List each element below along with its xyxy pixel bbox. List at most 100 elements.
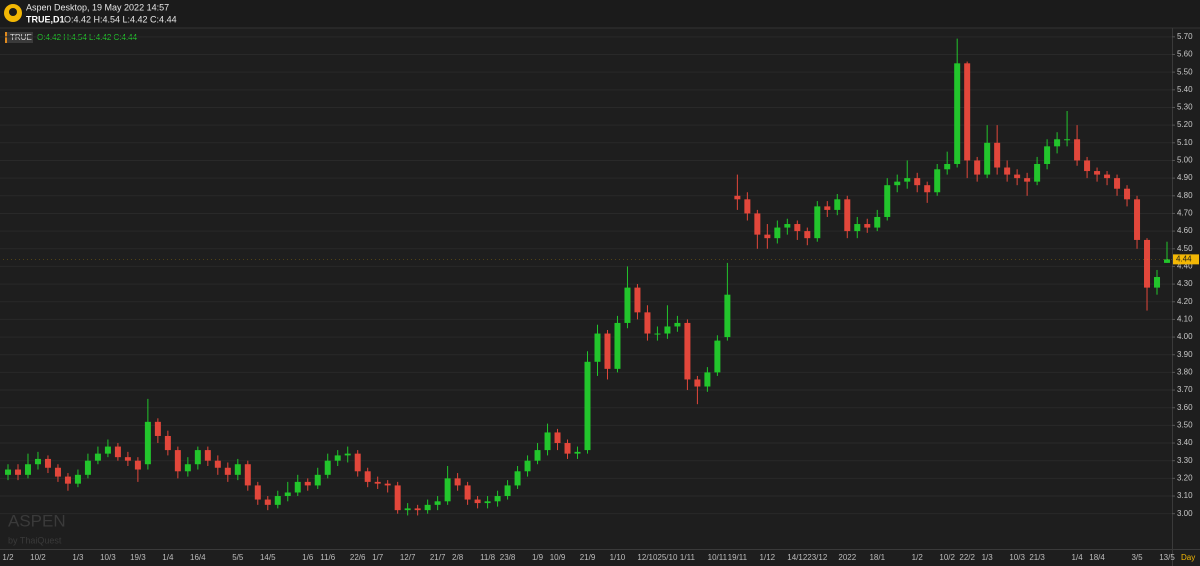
candle-body (154, 421, 161, 436)
x-tick-label: 1/7 (372, 553, 384, 562)
x-tick-label: 22/6 (350, 553, 366, 562)
candle-body (434, 501, 441, 505)
y-tick-label: 4.80 (1177, 191, 1193, 200)
candle-body (664, 326, 671, 334)
candle-body (1154, 277, 1161, 288)
candle-body (274, 496, 281, 505)
candle-body (744, 199, 751, 214)
y-tick-label: 3.80 (1177, 367, 1193, 376)
x-tick-label: 11/6 (320, 553, 336, 562)
candle-body (14, 469, 21, 475)
x-tick-label: 16/4 (190, 553, 206, 562)
x-tick-label: 3/5 (1131, 553, 1143, 562)
y-tick-label: 5.60 (1177, 50, 1193, 59)
candle-body (614, 322, 621, 369)
candle-body (1084, 160, 1091, 172)
x-tick-label: 23/12 (807, 553, 828, 562)
candle-body (754, 213, 761, 235)
candles (4, 38, 1171, 516)
x-tick-label: 12/10 (637, 553, 658, 562)
candle-body (194, 450, 201, 465)
candle-body (794, 224, 801, 232)
x-tick-label: 1/6 (302, 553, 314, 562)
y-tick-label: 4.30 (1177, 279, 1193, 288)
candle-body (1074, 139, 1081, 161)
x-tick-label: 19/11 (728, 553, 748, 562)
y-tick-label: 5.30 (1177, 103, 1193, 112)
candle-body (484, 501, 491, 504)
candle-body (264, 499, 271, 505)
candle-body (514, 471, 521, 486)
x-tick-label: 18/1 (869, 553, 885, 562)
x-tick-label: 2/8 (452, 553, 464, 562)
x-tick-label: 12/7 (400, 553, 416, 562)
candle-body (454, 478, 461, 486)
x-tick-label: 1/11 (680, 553, 696, 562)
y-tick-label: 4.50 (1177, 244, 1193, 253)
y-tick-label: 4.70 (1177, 209, 1193, 218)
y-tick-label: 5.40 (1177, 85, 1193, 94)
candle-body (444, 478, 451, 502)
timeframe[interactable]: Day (1181, 553, 1195, 562)
y-tick-label: 3.70 (1177, 385, 1193, 394)
legend-accent (5, 32, 7, 43)
x-tick-label: 11/8 (480, 553, 496, 562)
candle-body (94, 453, 101, 461)
x-tick-label: 21/7 (430, 553, 446, 562)
candle-body (654, 333, 661, 335)
legend-ohlc: O:4.42 H:4.54 L:4.42 C:4.44 (37, 33, 138, 42)
candle-body (334, 455, 341, 461)
candle-body (1064, 139, 1071, 141)
legend-box[interactable] (5, 32, 33, 43)
candle-body (594, 333, 601, 362)
candle-body (1144, 239, 1151, 288)
candle-body (384, 483, 391, 486)
x-tick-label: 10/3 (100, 553, 116, 562)
candle-body (244, 464, 251, 486)
candle-body (534, 450, 541, 461)
candle-body (1014, 174, 1021, 179)
y-tick-label: 3.60 (1177, 403, 1193, 412)
x-tick-label: 14/5 (260, 553, 276, 562)
candle-body (474, 499, 481, 504)
y-tick-label: 3.90 (1177, 350, 1193, 359)
candle-body (564, 443, 571, 454)
candle-body (1164, 259, 1171, 263)
candle-body (864, 224, 871, 228)
candle-body (1054, 139, 1061, 147)
candle-body (584, 361, 591, 451)
candle-body (314, 474, 321, 486)
x-tick-label: 1/4 (162, 553, 174, 562)
x-tick-label: 22/2 (959, 553, 975, 562)
last-price-box (1173, 254, 1199, 265)
x-tick-label: 10/3 (1009, 553, 1025, 562)
candle-body (304, 481, 311, 486)
x-tick-label: 19/3 (130, 553, 146, 562)
candle-body (424, 504, 431, 511)
x-tick-label: 10/11 (708, 553, 728, 562)
x-tick-label: 5/5 (232, 553, 244, 562)
x-tick-label: 1/4 (1072, 553, 1084, 562)
candle-body (494, 496, 501, 502)
candle-body (764, 234, 771, 239)
candle-body (1124, 188, 1131, 200)
candle-body (874, 216, 881, 228)
candle-body (644, 312, 651, 334)
x-tick-label: 2022 (838, 553, 856, 562)
y-tick-label: 5.10 (1177, 138, 1193, 147)
candle-body (674, 322, 681, 327)
x-tick-label: 1/10 (610, 553, 626, 562)
candle-body (504, 485, 511, 497)
y-tick-label: 3.20 (1177, 473, 1193, 482)
candle-body (344, 453, 351, 456)
candle-body (114, 446, 121, 458)
candle-body (324, 460, 331, 475)
candle-body (414, 508, 421, 511)
candle-body (544, 432, 551, 451)
y-tick-label: 3.00 (1177, 509, 1193, 518)
x-tick-label: 21/9 (580, 553, 596, 562)
candle-body (174, 450, 181, 472)
candle-body (34, 458, 41, 465)
candle-body (974, 160, 981, 175)
